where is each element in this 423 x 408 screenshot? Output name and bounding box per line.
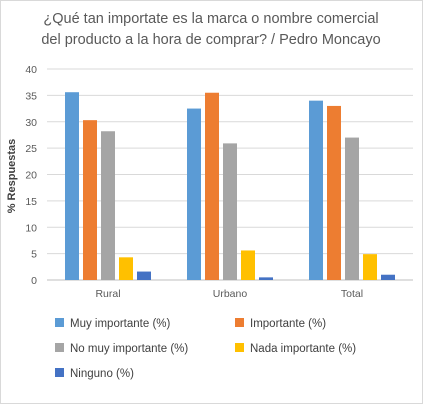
- bar: [65, 92, 79, 281]
- y-tick-label: 25: [25, 143, 37, 155]
- y-tick-label: 0: [31, 275, 37, 287]
- legend-item: Muy importante (%): [55, 318, 171, 330]
- legend-item: Importante (%): [235, 318, 326, 330]
- legend-swatch: [55, 343, 64, 352]
- y-tick-label: 30: [25, 117, 37, 129]
- legend: Muy importante (%) Importante (%) No muy i…: [55, 318, 356, 380]
- bars: [65, 92, 395, 281]
- legend-swatch: [55, 368, 64, 377]
- y-tick-label: 35: [25, 90, 37, 102]
- x-tick-label: Urbano: [213, 288, 248, 300]
- x-tick-label: Rural: [95, 288, 120, 300]
- legend-item: Nada importante (%): [235, 343, 356, 355]
- legend-label: No muy importante (%): [70, 343, 188, 355]
- bar: [259, 277, 273, 280]
- y-tick-label: 10: [25, 222, 37, 234]
- y-tick-label: 40: [25, 64, 37, 76]
- y-tick-label: 15: [25, 196, 37, 208]
- legend-swatch: [55, 318, 64, 327]
- legend-swatch: [235, 343, 244, 352]
- chart-title-line-2: del producto a la hora de comprar? / Ped…: [41, 32, 380, 48]
- bar: [345, 137, 359, 280]
- bar: [83, 120, 97, 280]
- bar: [119, 257, 133, 280]
- bar: [137, 271, 151, 280]
- bar: [241, 250, 255, 280]
- bar: [381, 274, 395, 280]
- chart-title-line-1: ¿Qué tan importate es la marca o nombre …: [43, 11, 378, 27]
- legend-label: Importante (%): [250, 318, 326, 330]
- bar: [101, 131, 115, 280]
- bar: [187, 108, 201, 280]
- bar: [309, 100, 323, 281]
- bar: [327, 105, 341, 280]
- legend-item: Ninguno (%): [55, 368, 134, 380]
- legend-label: Ninguno (%): [70, 368, 134, 380]
- y-axis-label: % Respuestas: [6, 139, 18, 214]
- legend-label: Muy importante (%): [70, 318, 171, 330]
- bar: [363, 254, 377, 280]
- y-tick-label: 20: [25, 170, 37, 182]
- x-axis-ticks: Rural Urbano Total: [95, 288, 363, 300]
- x-tick-label: Total: [341, 288, 363, 300]
- bar: [223, 143, 237, 280]
- y-tick-label: 5: [31, 249, 37, 261]
- legend-swatch: [235, 318, 244, 327]
- legend-label: Nada importante (%): [250, 343, 356, 355]
- legend-item: No muy importante (%): [55, 343, 188, 355]
- y-axis-ticks: 0 5 10 15 20 25 30 35 40: [25, 64, 37, 287]
- bar: [205, 92, 219, 280]
